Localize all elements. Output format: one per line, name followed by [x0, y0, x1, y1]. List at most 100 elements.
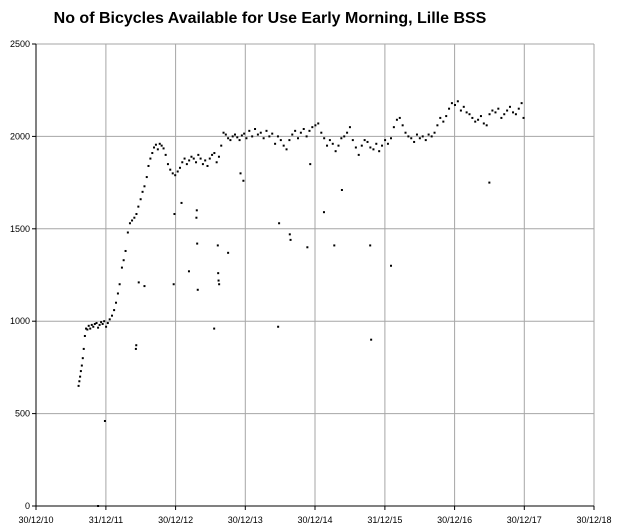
data-point	[488, 113, 491, 116]
data-point	[456, 100, 459, 103]
data-point	[268, 135, 271, 138]
data-point	[500, 116, 503, 119]
data-point	[131, 219, 134, 222]
data-point	[206, 164, 209, 167]
data-point	[346, 131, 349, 134]
data-point	[93, 322, 96, 325]
data-point	[196, 288, 199, 291]
data-point	[331, 142, 334, 145]
data-point	[128, 222, 131, 225]
data-point	[158, 142, 161, 145]
data-point	[227, 251, 230, 254]
data-point	[95, 322, 98, 325]
data-point	[271, 132, 274, 135]
data-point	[282, 144, 285, 147]
data-point	[89, 327, 92, 330]
data-point	[354, 146, 357, 149]
data-point	[151, 152, 154, 155]
data-point	[340, 188, 343, 191]
data-point	[213, 327, 216, 330]
data-point	[430, 135, 433, 138]
data-point	[147, 164, 150, 167]
data-point	[118, 283, 121, 286]
data-point	[108, 318, 111, 321]
data-point	[453, 103, 456, 106]
data-point	[126, 231, 129, 234]
data-point	[302, 128, 305, 131]
data-point	[308, 129, 311, 132]
x-tick-label: 31/12/11	[89, 515, 123, 525]
y-tick-label: 2500	[10, 39, 30, 49]
y-axis-ticks: 0 500 1000 1500 2000 2500	[10, 39, 36, 511]
data-point	[320, 131, 323, 134]
data-point	[415, 133, 418, 136]
data-point	[522, 116, 525, 119]
y-tick-label: 1500	[10, 224, 30, 234]
data-point	[105, 325, 108, 328]
data-point	[137, 205, 140, 208]
data-point	[395, 118, 398, 121]
data-point	[79, 375, 82, 378]
data-point	[90, 323, 93, 326]
data-point	[485, 124, 488, 127]
data-point	[348, 126, 351, 129]
data-point	[418, 137, 421, 140]
data-point	[375, 142, 378, 145]
data-point	[215, 161, 218, 164]
data-point	[378, 150, 381, 153]
data-point	[465, 111, 468, 114]
data-point	[208, 157, 211, 160]
data-point	[390, 264, 393, 267]
data-point	[113, 309, 116, 312]
data-point	[251, 135, 254, 138]
data-point	[143, 285, 146, 288]
data-point	[508, 105, 511, 108]
data-point	[227, 137, 230, 140]
data-point	[323, 137, 326, 140]
y-tick-label: 1000	[10, 316, 30, 326]
data-point	[294, 129, 297, 132]
data-point	[439, 116, 442, 119]
data-point	[185, 163, 188, 166]
data-point	[333, 244, 336, 247]
data-point	[317, 122, 320, 125]
data-point	[366, 140, 369, 143]
data-point	[115, 301, 118, 304]
data-point	[169, 168, 172, 171]
data-point	[479, 115, 482, 118]
data-point	[288, 139, 291, 142]
data-point	[174, 174, 177, 177]
data-point	[196, 242, 199, 245]
data-point	[471, 116, 474, 119]
data-point	[360, 144, 363, 147]
data-point	[274, 142, 277, 145]
data-point	[80, 364, 83, 367]
data-point	[520, 102, 523, 105]
data-point	[139, 198, 142, 201]
data-point	[173, 213, 176, 216]
data-point	[398, 116, 401, 119]
data-point	[343, 135, 346, 138]
data-point	[512, 111, 515, 114]
data-point	[213, 152, 216, 155]
data-point	[277, 325, 280, 328]
data-point	[190, 155, 193, 158]
x-tick-label: 31/12/15	[367, 515, 402, 525]
data-point	[297, 137, 300, 140]
data-point	[448, 107, 451, 110]
data-point	[474, 120, 477, 123]
data-point	[180, 201, 183, 204]
data-point	[199, 157, 202, 160]
data-point	[299, 131, 302, 134]
data-point	[85, 327, 88, 330]
data-point	[236, 136, 239, 139]
data-point	[134, 347, 137, 350]
data-point	[87, 324, 90, 327]
data-point	[311, 126, 314, 129]
data-point	[407, 135, 410, 138]
data-point	[187, 270, 190, 273]
data-point	[141, 190, 144, 193]
data-point	[242, 179, 245, 182]
data-point	[468, 113, 471, 116]
x-tick-label: 30/12/10	[18, 515, 53, 525]
